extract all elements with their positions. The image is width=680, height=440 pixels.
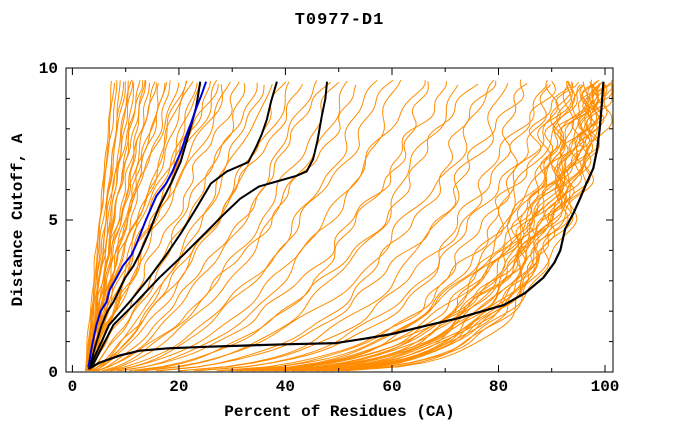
x-axis-label: Percent of Residues (CA): [224, 403, 455, 421]
server-models-orange-curve: [101, 81, 340, 372]
x-tick-label: 40: [276, 378, 295, 396]
server-models-orange-curve: [97, 80, 318, 372]
server-models-orange-curve: [119, 79, 402, 372]
server-models-orange-curve: [159, 80, 497, 372]
server-models-orange-curve: [116, 81, 447, 372]
y-tick-label: 0: [48, 364, 58, 382]
x-tick-label: 0: [68, 378, 78, 396]
server-models-orange-curve: [89, 81, 231, 371]
server-models-orange-curve: [194, 84, 552, 372]
server-models-orange-curve: [110, 80, 426, 372]
y-tick-label: 10: [39, 60, 58, 78]
y-tick-label: 5: [48, 212, 58, 230]
server-models-orange-curve: [273, 84, 613, 372]
server-models-orange-curve: [246, 80, 559, 372]
server-models-orange-curve: [86, 80, 134, 371]
server-models-orange-curve: [253, 81, 579, 372]
server-models-orange-curve: [85, 80, 141, 371]
server-models-orange-curve: [91, 81, 194, 371]
server-models-orange-curve: [87, 83, 219, 371]
server-models-orange-curve: [110, 80, 378, 372]
server-models-orange-curve: [317, 84, 601, 372]
server-models-orange-curve: [239, 83, 594, 372]
server-models-orange-curve: [104, 80, 348, 372]
server-models-orange-curve: [85, 80, 118, 371]
server-models-orange-curve: [94, 84, 265, 372]
server-models-orange-curve: [92, 83, 303, 372]
server-models-orange-curve: [87, 80, 171, 371]
server-models-orange-curve: [106, 79, 394, 372]
server-models-orange-curve: [228, 80, 556, 372]
server-models-orange-curve: [282, 83, 575, 372]
server-models-orange-curve: [90, 82, 258, 372]
server-models-orange-curve: [179, 82, 509, 372]
server-models-orange-curve: [134, 81, 429, 372]
server-models-orange-curve: [95, 84, 357, 372]
server-models-orange-curve: [155, 79, 525, 372]
server-models-orange-curve: [216, 81, 573, 372]
model-black-2-curve: [89, 81, 278, 367]
server-models-orange-curve: [302, 84, 606, 372]
server-models-orange-curve: [90, 80, 112, 371]
server-models-orange-curve: [97, 81, 331, 372]
model-black-3-curve: [91, 81, 328, 367]
model-blue-curve: [87, 81, 208, 368]
server-models-orange-curve: [240, 81, 589, 372]
x-tick-label: 80: [489, 378, 508, 396]
server-models-orange-curve: [332, 81, 603, 372]
server-models-orange-curve: [322, 81, 599, 372]
server-models-orange-curve: [345, 82, 613, 372]
server-models-orange-curve: [128, 83, 479, 372]
server-models-orange-curve: [198, 83, 528, 372]
server-models-orange-curve: [309, 84, 584, 372]
server-models-orange-curve: [179, 84, 548, 372]
server-models-orange-curve: [90, 83, 246, 372]
server-models-orange-curve: [86, 84, 223, 372]
chart-title: T0977-D1: [294, 11, 385, 30]
server-models-orange-curve: [88, 81, 240, 372]
server-models-orange-curve: [235, 80, 576, 372]
server-models-orange-curve: [89, 82, 167, 371]
server-models-orange-curve: [292, 79, 613, 372]
server-models-orange-curve: [340, 81, 613, 372]
server-models-orange-curve: [87, 81, 126, 371]
server-models-orange-curve: [330, 85, 613, 372]
model-black-best-curve: [87, 81, 605, 370]
x-tick-label: 100: [591, 378, 620, 396]
server-models-orange-curve: [88, 80, 187, 372]
server-models-orange-curve: [274, 82, 600, 372]
x-tick-label: 60: [382, 378, 401, 396]
x-tick-label: 20: [169, 378, 188, 396]
server-models-orange-curve: [86, 84, 202, 371]
server-models-orange-curve: [143, 84, 459, 372]
server-models-orange-curve: [95, 84, 273, 372]
server-models-orange-curve: [139, 79, 495, 372]
